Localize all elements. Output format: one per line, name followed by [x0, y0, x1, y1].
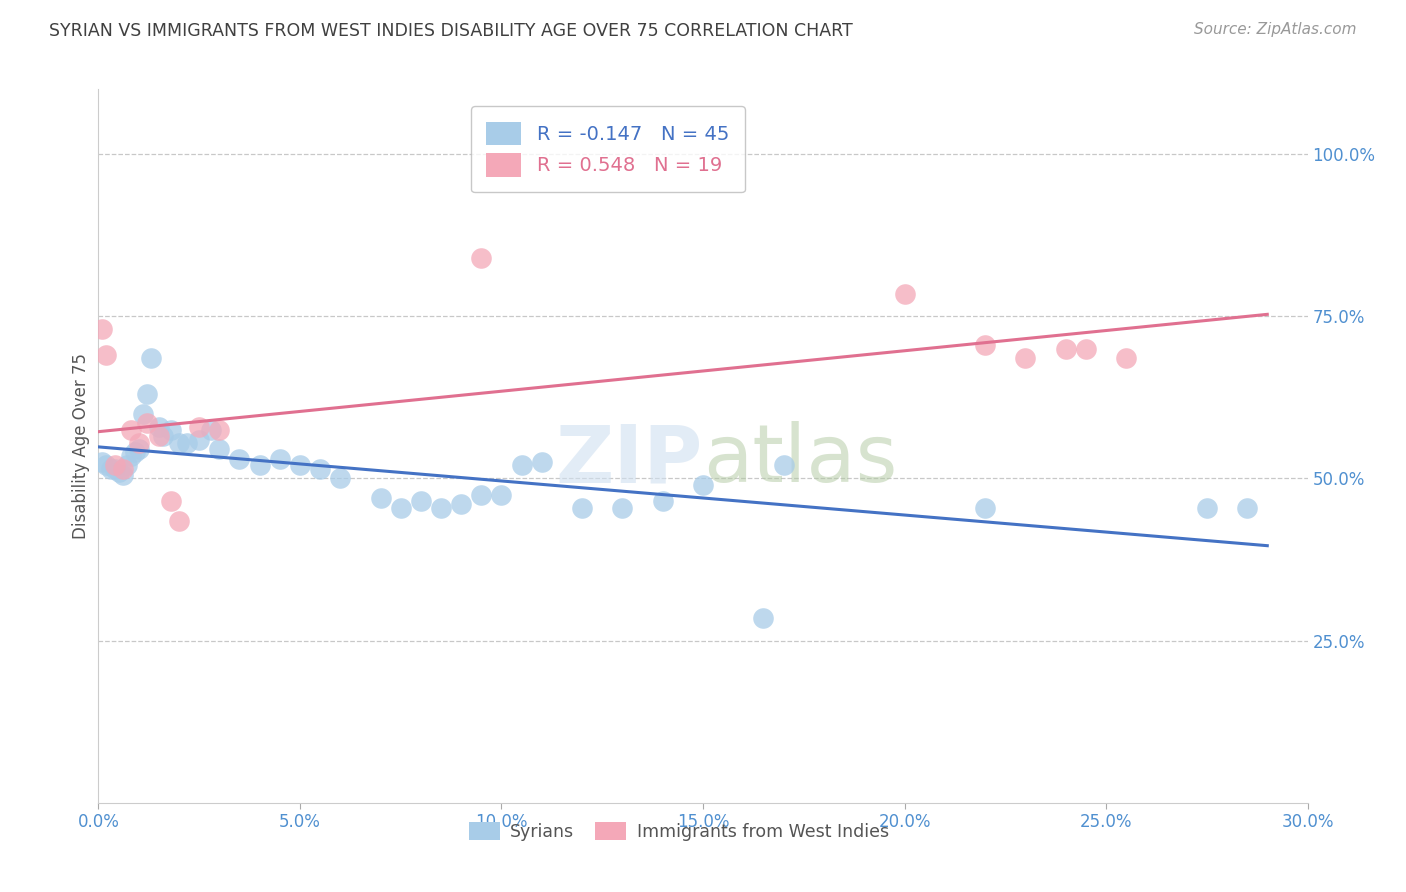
Point: [160, 494, 183, 508]
Point: [329, 471, 352, 485]
Point: [176, 435, 198, 450]
Point: [135, 387, 157, 401]
Point: [148, 429, 170, 443]
Point: [100, 461, 122, 475]
Point: [200, 423, 222, 437]
Point: [208, 423, 231, 437]
Point: [120, 449, 142, 463]
Point: [249, 458, 271, 473]
Point: [974, 500, 997, 515]
Point: [120, 423, 142, 437]
Point: [135, 417, 157, 431]
Point: [1115, 351, 1137, 366]
Point: [530, 455, 553, 469]
Point: [188, 419, 211, 434]
Point: [491, 488, 513, 502]
Text: atlas: atlas: [703, 421, 897, 500]
Point: [510, 458, 533, 473]
Point: [128, 435, 150, 450]
Point: [692, 478, 714, 492]
Point: [389, 500, 412, 515]
Point: [430, 500, 453, 515]
Point: [228, 452, 250, 467]
Point: [139, 351, 162, 366]
Point: [370, 491, 392, 505]
Text: ZIP: ZIP: [555, 421, 703, 500]
Point: [1054, 342, 1077, 356]
Point: [1236, 500, 1258, 515]
Point: [269, 452, 291, 467]
Point: [470, 488, 492, 502]
Point: [470, 251, 492, 265]
Point: [107, 465, 129, 479]
Point: [752, 611, 775, 625]
Point: [612, 500, 634, 515]
Point: [167, 435, 190, 450]
Point: [115, 458, 138, 473]
Point: [152, 429, 174, 443]
Point: [124, 445, 146, 459]
Point: [91, 322, 114, 336]
Point: [91, 455, 114, 469]
Point: [893, 286, 915, 301]
Point: [96, 458, 118, 473]
Point: [409, 494, 432, 508]
Point: [103, 458, 125, 473]
Point: [111, 461, 134, 475]
Point: [111, 468, 134, 483]
Point: [571, 500, 593, 515]
Legend: Syrians, Immigrants from West Indies: Syrians, Immigrants from West Indies: [461, 815, 896, 847]
Point: [309, 461, 332, 475]
Point: [167, 514, 190, 528]
Y-axis label: Disability Age Over 75: Disability Age Over 75: [72, 353, 90, 539]
Point: [450, 497, 472, 511]
Point: [128, 442, 150, 457]
Point: [1074, 342, 1097, 356]
Point: [132, 407, 155, 421]
Point: [1014, 351, 1036, 366]
Point: [1195, 500, 1218, 515]
Point: [772, 458, 794, 473]
Point: [103, 461, 125, 475]
Text: Source: ZipAtlas.com: Source: ZipAtlas.com: [1194, 22, 1357, 37]
Point: [288, 458, 311, 473]
Point: [974, 338, 997, 352]
Point: [96, 348, 118, 362]
Point: [148, 419, 170, 434]
Point: [208, 442, 231, 457]
Text: SYRIAN VS IMMIGRANTS FROM WEST INDIES DISABILITY AGE OVER 75 CORRELATION CHART: SYRIAN VS IMMIGRANTS FROM WEST INDIES DI…: [49, 22, 853, 40]
Point: [188, 433, 211, 447]
Point: [160, 423, 183, 437]
Point: [651, 494, 673, 508]
